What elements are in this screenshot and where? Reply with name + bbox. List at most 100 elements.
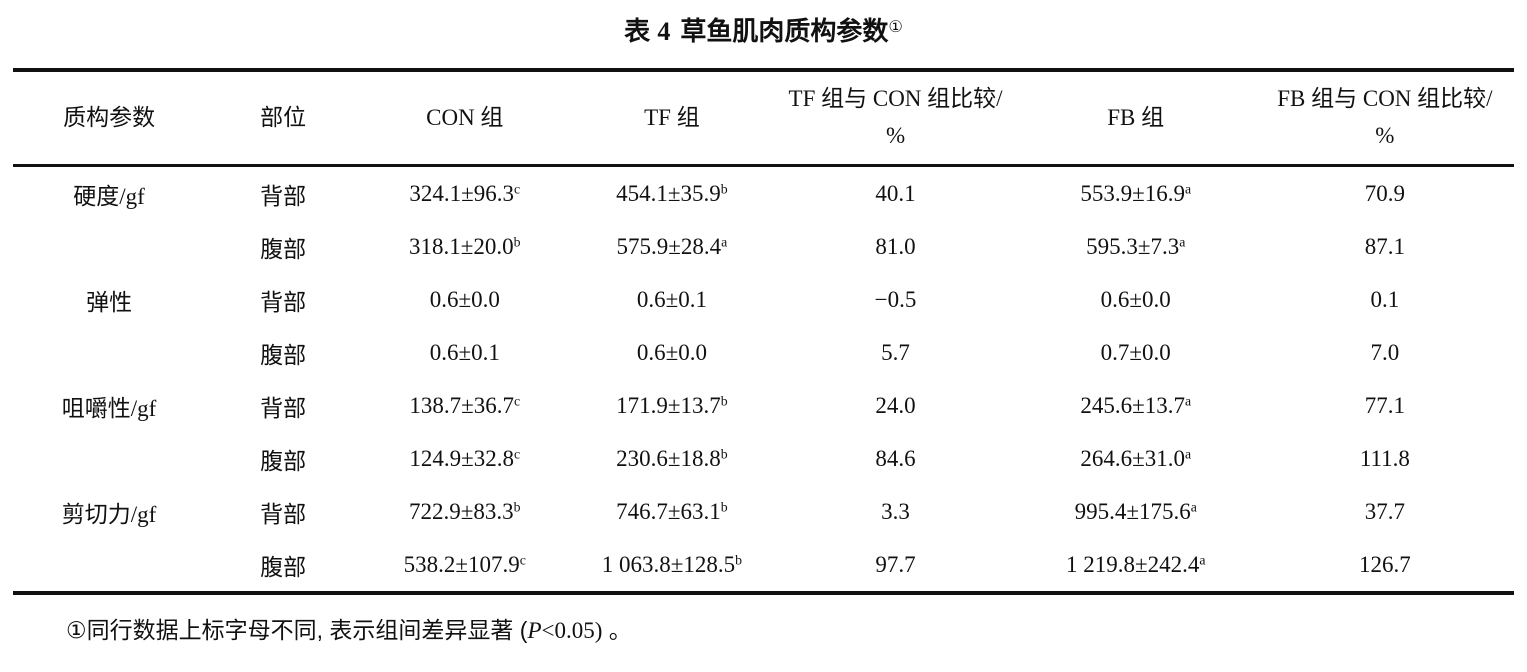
tf-value-cell: 575.9±28.4a	[616, 233, 728, 259]
con-value-cell: 124.9±32.8c	[409, 445, 521, 471]
con-value-cell: 138.7±36.7c	[409, 392, 521, 418]
significance-superscript: a	[1199, 551, 1206, 567]
page: 表 4 草鱼肌肉质构参数① 质构参数 部位 CON 组 TF 组 TF 组与 CO…	[0, 8, 1527, 645]
tf-value-cell: 230.6±18.8b	[616, 445, 728, 471]
fb-value-cell: 595.3±7.3a	[1086, 233, 1186, 259]
con-value-cell: 538.2±107.9c	[403, 551, 526, 577]
table-row: 腹部 318.1±20.0b 575.9±28.4a 81.0 595.3±7.…	[13, 220, 1514, 273]
table-row: 腹部 0.6±0.1 0.6±0.0 5.7 0.7±0.0 7.0	[13, 326, 1514, 379]
param-cell	[13, 538, 205, 593]
part-cell: 腹部	[260, 447, 307, 474]
column-header-tf-vs-con: TF 组与 CON 组比较/ %	[775, 70, 1016, 167]
table-body: 硬度/gf 背部 324.1±96.3c 454.1±35.9b 40.1 55…	[13, 166, 1514, 594]
param-cell	[13, 220, 205, 273]
tf-vs-con-cell: 5.7	[881, 339, 910, 365]
column-header-con-group: CON 组	[361, 70, 569, 167]
param-cell: 弹性	[86, 288, 133, 315]
con-value-cell: 0.6±0.1	[429, 339, 500, 365]
con-value-cell: 0.6±0.0	[429, 286, 500, 312]
fb-value-cell: 1 219.8±242.4a	[1065, 551, 1206, 577]
tf-vs-con-cell: 3.3	[881, 498, 910, 524]
significance-superscript: a	[721, 233, 728, 249]
con-value-cell: 318.1±20.0b	[409, 233, 521, 259]
tf-value-cell: 171.9±13.7b	[616, 392, 728, 418]
tf-value-cell: 0.6±0.0	[636, 339, 707, 365]
significance-superscript: b	[720, 498, 728, 514]
con-value-cell: 722.9±83.3b	[409, 498, 521, 524]
tf-value-cell: 746.7±63.1b	[616, 498, 728, 524]
table-title-footnote-mark: ①	[888, 18, 903, 36]
table-row: 咀嚼性/gf 背部 138.7±36.7c 171.9±13.7b 24.0 2…	[13, 379, 1514, 432]
p-value-threshold: <0.05)	[541, 618, 603, 643]
fb-value-cell: 553.9±16.9a	[1080, 180, 1192, 206]
footnote-text: ①同行数据上标字母不同, 表示组间差异显著 (	[66, 617, 528, 643]
significance-superscript: b	[720, 392, 728, 408]
column-header-tf-group: TF 组	[568, 70, 776, 167]
significance-superscript: b	[513, 233, 521, 249]
significance-superscript: b	[735, 551, 743, 567]
table-row: 剪切力/gf 背部 722.9±83.3b 746.7±63.1b 3.3 99…	[13, 485, 1514, 538]
tf-vs-con-cell: 84.6	[875, 445, 916, 471]
fb-value-cell: 264.6±31.0a	[1080, 445, 1192, 471]
texture-parameters-table: 质构参数 部位 CON 组 TF 组 TF 组与 CON 组比较/ % FB 组…	[13, 68, 1514, 595]
column-header-fb-group: FB 组	[1015, 70, 1256, 167]
param-cell: 硬度/gf	[73, 182, 145, 209]
fb-value-cell: 245.6±13.7a	[1080, 392, 1192, 418]
table-header: 质构参数 部位 CON 组 TF 组 TF 组与 CON 组比较/ % FB 组…	[13, 70, 1514, 167]
part-cell: 背部	[260, 288, 307, 315]
table-title: 表 4 草鱼肌肉质构参数①	[13, 8, 1514, 46]
fb-vs-con-cell: 37.7	[1364, 498, 1406, 524]
tf-vs-con-cell: −0.5	[874, 286, 917, 312]
part-cell: 背部	[260, 394, 307, 421]
tf-value-cell: 1 063.8±128.5b	[601, 551, 743, 577]
part-cell: 背部	[260, 500, 307, 527]
tf-vs-con-cell: 81.0	[875, 233, 916, 259]
fb-vs-con-cell: 0.1	[1370, 286, 1400, 312]
fb-value-cell: 0.7±0.0	[1100, 339, 1171, 365]
significance-superscript: b	[513, 498, 521, 514]
part-cell: 腹部	[260, 235, 307, 262]
fb-value-cell: 0.6±0.0	[1100, 286, 1171, 312]
significance-superscript: c	[519, 551, 526, 567]
param-cell	[13, 326, 205, 379]
con-value-cell: 324.1±96.3c	[409, 180, 521, 206]
param-cell: 剪切力/gf	[61, 500, 157, 527]
significance-superscript: a	[1190, 498, 1197, 514]
tf-value-cell: 0.6±0.1	[636, 286, 707, 312]
fb-vs-con-cell: 126.7	[1359, 551, 1411, 577]
header-row: 质构参数 部位 CON 组 TF 组 TF 组与 CON 组比较/ % FB 组…	[13, 70, 1514, 167]
table-title-main: 草鱼肌肉质构参数	[680, 16, 889, 47]
part-cell: 腹部	[260, 341, 307, 368]
significance-superscript: c	[514, 180, 521, 196]
fb-vs-con-cell: 7.0	[1370, 339, 1400, 365]
significance-superscript: a	[1184, 445, 1192, 461]
table-row: 腹部 538.2±107.9c 1 063.8±128.5b 97.7 1 21…	[13, 538, 1514, 593]
column-header-fb-vs-con: FB 组与 CON 组比较/ %	[1255, 70, 1514, 167]
tf-vs-con-cell: 24.0	[875, 392, 916, 418]
table-row: 腹部 124.9±32.8c 230.6±18.8b 84.6 264.6±31…	[13, 432, 1514, 485]
significance-superscript: c	[514, 445, 521, 461]
tf-vs-con-cell: 40.1	[875, 180, 916, 206]
fb-vs-con-cell: 87.1	[1364, 233, 1406, 259]
significance-superscript: c	[514, 392, 521, 408]
table-row: 弹性 背部 0.6±0.0 0.6±0.1 −0.5 0.6±0.0 0.1	[13, 273, 1514, 326]
significance-superscript: b	[720, 445, 728, 461]
column-header-part: 部位	[205, 70, 362, 167]
column-header-parameter: 质构参数	[13, 70, 206, 167]
p-value-variable: P	[527, 618, 542, 643]
tf-vs-con-cell: 97.7	[875, 551, 916, 577]
footnote-period: 。	[602, 617, 632, 643]
table-number: 4	[657, 17, 671, 47]
table-title-prefix: 表	[624, 16, 651, 47]
param-cell	[13, 432, 205, 485]
param-cell: 咀嚼性/gf	[61, 394, 157, 421]
significance-superscript: a	[1179, 233, 1186, 249]
fb-vs-con-cell: 77.1	[1364, 392, 1406, 418]
fb-value-cell: 995.4±175.6a	[1074, 498, 1197, 524]
part-cell: 腹部	[260, 553, 307, 580]
significance-superscript: a	[1184, 392, 1192, 408]
fb-vs-con-cell: 111.8	[1359, 445, 1410, 471]
significance-superscript: a	[1184, 180, 1192, 196]
significance-superscript: b	[720, 180, 728, 196]
table-footnote: ①同行数据上标字母不同, 表示组间差异显著 (P<0.05) 。	[66, 611, 1514, 645]
